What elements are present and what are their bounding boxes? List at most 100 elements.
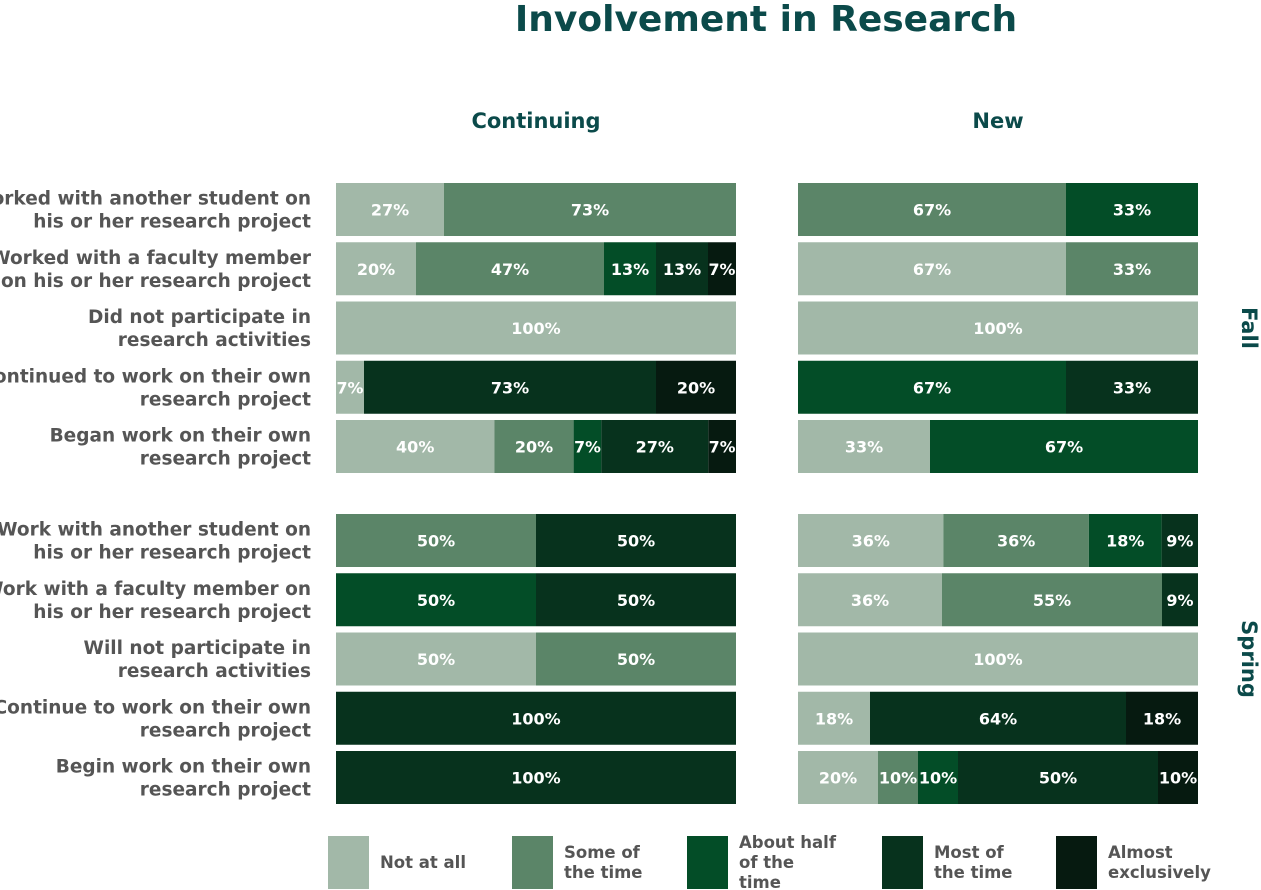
legend-swatch (1056, 836, 1097, 889)
data-label: 100% (511, 709, 560, 728)
bar-segment (336, 301, 736, 355)
legend-label-line: exclusively (1108, 863, 1211, 882)
bar-segment (798, 691, 870, 745)
legend-label-line: the time (934, 863, 1013, 882)
data-label: 7% (337, 378, 364, 397)
legend-label-line: the time (564, 863, 643, 882)
row-label-line: Continued to work on their own (0, 366, 311, 387)
row-label: Continued to work on their own research p… (0, 366, 311, 410)
data-label: 7% (574, 438, 601, 457)
data-label: 18% (1106, 532, 1144, 551)
legend-label-line: Not at all (380, 853, 466, 872)
data-label: 36% (997, 532, 1035, 551)
row-label: Work with another student on his or her r… (0, 520, 311, 564)
bar-segment (601, 420, 709, 473)
row-label: Worked with another student on his or her… (0, 189, 311, 233)
bar-segment (336, 514, 536, 567)
legend-swatch (687, 836, 728, 889)
data-label: 40% (396, 438, 434, 457)
data-label: 50% (617, 591, 655, 610)
bar-segment (604, 242, 656, 296)
bar-segment (656, 360, 736, 414)
data-label: 100% (511, 319, 560, 338)
data-label: 73% (571, 201, 609, 220)
legend-label-line: Some of (564, 843, 641, 862)
bar-segment (958, 751, 1158, 804)
row-label-line: research project (140, 720, 311, 741)
data-label: 27% (371, 201, 409, 220)
data-label: 55% (1033, 591, 1071, 610)
bar-segment (798, 632, 1198, 686)
data-label: 7% (709, 260, 736, 279)
row-label: Will not participate in research activiti… (84, 638, 311, 682)
bar-segment (798, 242, 1066, 296)
row-label-line: Did not participate in (88, 307, 311, 328)
legend-label: Almost exclusively (1108, 843, 1211, 882)
data-label: 64% (979, 709, 1017, 728)
data-label: 10% (919, 769, 957, 788)
panel-title-new: New (972, 109, 1023, 133)
row-label: Continue to work on their own research pr… (0, 697, 311, 741)
data-label: 100% (973, 650, 1022, 669)
data-label: 100% (973, 319, 1022, 338)
bar-segment (536, 632, 736, 686)
bar-segment (798, 514, 944, 567)
legend-label-line: Almost (1108, 843, 1173, 862)
bar-segment (1161, 514, 1198, 567)
data-label: 33% (1113, 378, 1151, 397)
data-label: 20% (819, 769, 857, 788)
bar-segment (336, 242, 416, 296)
data-label: 20% (677, 378, 715, 397)
row-label-line: Will not participate in (84, 638, 311, 659)
legend-label-line: About half (739, 833, 837, 852)
data-label: 67% (913, 378, 951, 397)
bar-segment (798, 360, 1066, 414)
row-label-line: Begin work on their own (56, 757, 311, 778)
legend-label: Most of the time (934, 843, 1013, 882)
data-label: 50% (417, 591, 455, 610)
row-label-line: research project (140, 389, 311, 410)
data-label: 100% (511, 769, 560, 788)
bars-layer: 27% 73% 67% 33% 20% 47% 13% 13% 7% 67% 33% 100% 100%… (336, 183, 1198, 804)
bar-segment (494, 420, 574, 473)
row-label-line: research project (140, 449, 311, 470)
row-label-line: Continue to work on their own (0, 697, 311, 718)
data-label: 10% (1159, 769, 1197, 788)
row-labels-layer: Worked with another student on his or her… (0, 189, 312, 801)
row-label: Did not participate in research activitie… (88, 307, 311, 351)
data-label: 27% (636, 438, 674, 457)
legend-label: Not at all (380, 853, 466, 872)
legend-swatch (512, 836, 553, 889)
row-label: Began work on their own research project (50, 426, 312, 470)
data-label: 50% (617, 532, 655, 551)
row-label: Begin work on their own research project (56, 757, 311, 801)
data-label: 50% (617, 650, 655, 669)
legend-swatch (882, 836, 923, 889)
data-label: 20% (515, 438, 553, 457)
row-label-line: his or her research project (33, 212, 311, 233)
data-label: 33% (1113, 201, 1151, 220)
legend-label: About half of the time (739, 833, 837, 890)
data-label: 50% (417, 532, 455, 551)
row-label-line: research activities (118, 330, 311, 351)
data-label: 50% (417, 650, 455, 669)
data-label: 67% (913, 260, 951, 279)
data-label: 18% (1143, 709, 1181, 728)
bar-segment (536, 573, 736, 627)
data-label: 9% (1166, 591, 1193, 610)
data-label: 33% (845, 438, 883, 457)
bar-segment (798, 573, 942, 627)
bar-segment (336, 573, 536, 627)
row-label-line: research project (140, 780, 311, 801)
term-label-spring: Spring (1237, 620, 1261, 698)
data-label: 18% (815, 709, 853, 728)
row-label-line: Worked with a faculty member (0, 248, 312, 269)
bar-segment (536, 514, 736, 567)
chart-title: Involvement in Research (515, 0, 1017, 40)
legend-label-line: of the (739, 853, 794, 872)
bar-segment (1088, 514, 1162, 567)
data-label: 50% (1039, 769, 1077, 788)
row-label-line: on his or her research project (1, 271, 311, 292)
bar-segment (336, 632, 536, 686)
